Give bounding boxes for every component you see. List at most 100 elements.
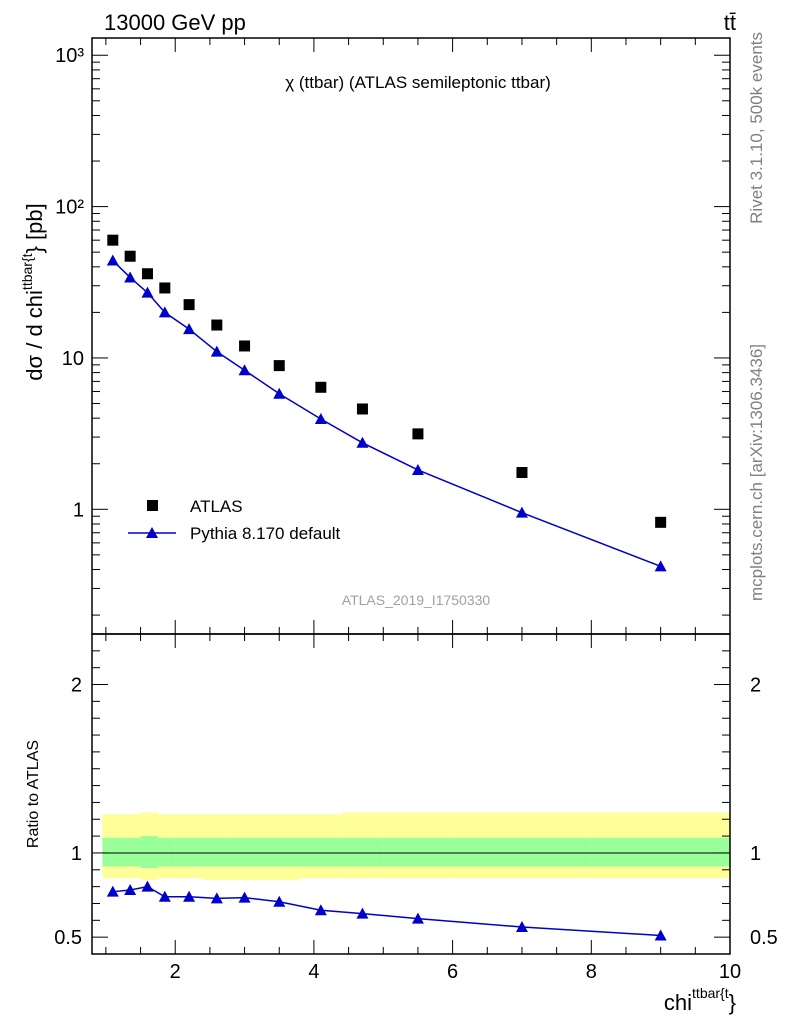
watermark: ATLAS_2019_I1750330 <box>342 592 491 608</box>
rivet-version-label: Rivet 3.1.10, 500k events <box>747 32 766 224</box>
ratio-band-inner <box>258 837 301 867</box>
ratio-pythia-point <box>183 890 196 902</box>
ratio-panel: 0.5 0.5 1 1 2 2 2 4 6 8 10 Ratio to ATLAS chittbar… <box>25 633 778 1015</box>
ratio-ylabel: Ratio to ATLAS <box>25 740 42 848</box>
ratio-pythia-point <box>124 884 137 895</box>
main-ytick-label: 10³ <box>55 45 84 67</box>
ratio-ytick-label-right: 2 <box>750 675 761 697</box>
ratio-xlabel-main: chi <box>664 990 692 1015</box>
ratio-band-inner <box>202 837 231 867</box>
main-series-marks <box>106 234 667 572</box>
main-ytick-label: 1 <box>73 499 84 521</box>
header-energy-label: 13000 GeV pp <box>104 10 246 35</box>
ratio-band-inner <box>102 837 124 867</box>
ratio-uncertainty-bands <box>102 812 730 880</box>
legend-label-mc: Pythia 8.170 default <box>190 524 341 543</box>
ratio-pythia-point <box>356 907 369 919</box>
pythia-point <box>210 345 223 357</box>
main-panel: 1 10 10² 10³ χ (ttbar) (ATLAS semileptonic … <box>19 37 731 635</box>
legend: ATLAS Pythia 8.170 default <box>128 497 341 543</box>
ratio-ytick-label-left: 2 <box>71 675 82 697</box>
main-ytick-label: 10 <box>62 348 84 370</box>
ratio-axis-ticks: 0.5 0.5 1 1 2 2 2 4 6 8 10 <box>54 634 778 983</box>
ratio-ytick-label-right: 1 <box>750 843 761 865</box>
ratio-xlabel: chittbar{t} <box>664 985 736 1015</box>
atlas-data-point <box>183 299 195 311</box>
atlas-data-point <box>159 282 171 294</box>
ratio-pythia-point <box>314 904 327 916</box>
legend-label-atlas: ATLAS <box>190 497 243 516</box>
ratio-band-inner <box>140 836 158 869</box>
ratio-pythia-point <box>238 891 251 903</box>
ratio-ytick-label-left: 1 <box>71 843 82 865</box>
pythia-point <box>124 271 137 283</box>
pythia-point <box>158 306 171 318</box>
legend-marker-mc <box>146 527 158 538</box>
ratio-ytick-label-left: 0.5 <box>54 927 82 949</box>
ratio-xlabel-sup: ttbar{t <box>692 985 729 1001</box>
ratio-frame <box>91 633 731 955</box>
main-ytick-label: 10² <box>55 197 84 219</box>
main-ylabel: dσ / d chittbar{t} [pb] <box>19 203 47 380</box>
ratio-pythia-point <box>158 890 171 902</box>
pythia-point <box>183 323 196 335</box>
atlas-data-point <box>315 381 327 393</box>
ratio-xtick-label: 10 <box>719 961 741 983</box>
pythia-point <box>238 364 251 376</box>
main-axis-ticks: 1 10 10² 10³ <box>55 38 731 634</box>
ratio-series-marks <box>106 880 667 941</box>
ratio-band-inner <box>341 837 384 867</box>
ratio-band-inner <box>383 837 453 867</box>
header-process-label: tt̄ <box>724 10 736 35</box>
ratio-band-inner <box>230 837 259 867</box>
atlas-data-point <box>124 250 136 262</box>
svg-text:dσ / d chittbar{t} [pb]: dσ / d chittbar{t} [pb] <box>19 203 47 380</box>
main-ylabel-tail: } [pb] <box>22 203 47 253</box>
ratio-ytick-label-right: 0.5 <box>750 927 778 949</box>
ratio-pythia-line <box>112 885 661 937</box>
atlas-data-point <box>412 428 424 440</box>
atlas-data-point <box>516 467 528 479</box>
pythia-line <box>112 260 661 568</box>
atlas-data-point <box>356 403 368 415</box>
ratio-band-inner <box>175 837 203 867</box>
atlas-data-point <box>273 360 285 372</box>
atlas-data-point <box>211 319 223 331</box>
atlas-data-point <box>107 234 119 246</box>
ratio-pythia-point <box>141 880 154 892</box>
pythia-point <box>106 254 119 266</box>
pythia-point <box>273 387 286 399</box>
mcplots-reference-label: mcplots.cern.ch [arXiv:1306.3436] <box>747 344 766 601</box>
pythia-point <box>314 413 327 425</box>
ratio-xtick-label: 6 <box>447 961 458 983</box>
plot-title: χ (ttbar) (ATLAS semileptonic ttbar) <box>285 73 551 92</box>
ratio-band-inner <box>123 837 141 867</box>
ratio-band-inner <box>300 837 342 867</box>
ratio-xtick-label: 8 <box>586 961 597 983</box>
legend-marker-atlas <box>147 500 158 511</box>
ratio-pythia-point <box>273 895 286 907</box>
main-frame <box>91 37 731 635</box>
ratio-xlabel-tail: } <box>729 990 736 1015</box>
ratio-pythia-point <box>210 892 223 904</box>
ratio-band-inner <box>452 837 592 867</box>
ratio-pythia-point <box>654 929 667 941</box>
ratio-band-inner <box>591 837 730 867</box>
pythia-point <box>515 506 528 518</box>
pythia-point <box>411 463 424 475</box>
pythia-point <box>654 560 667 572</box>
ratio-pythia-point <box>411 912 424 924</box>
pythia-point <box>141 286 154 298</box>
atlas-data-point <box>239 340 251 352</box>
atlas-data-point <box>655 516 667 528</box>
ratio-xtick-label: 2 <box>170 961 181 983</box>
atlas-data-point <box>141 268 153 280</box>
ratio-xtick-label: 4 <box>308 961 319 983</box>
main-ylabel-sup: ttbar{t <box>19 253 35 290</box>
pythia-point <box>356 436 369 448</box>
ratio-band-inner <box>157 837 176 867</box>
ratio-pythia-point <box>515 921 528 933</box>
main-ylabel-main: dσ / d chi <box>22 290 47 381</box>
ratio-pythia-point <box>106 885 119 897</box>
